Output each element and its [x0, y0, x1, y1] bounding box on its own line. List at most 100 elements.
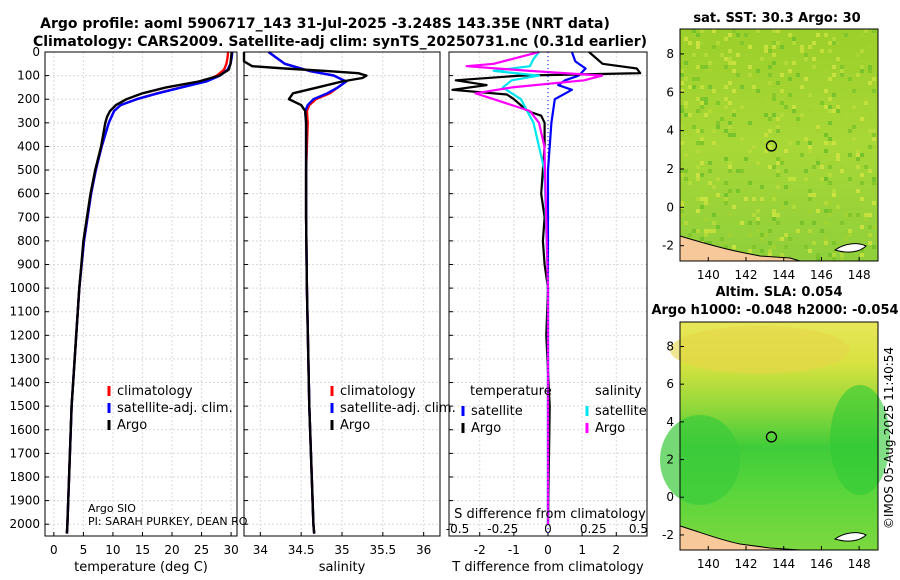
sst-texture-cell — [704, 65, 708, 69]
legend-label: satellite — [471, 404, 523, 419]
sst-texture-cell — [780, 253, 784, 257]
sst-texture-cell — [748, 221, 752, 225]
sst-texture-cell — [712, 213, 716, 217]
sst-texture-cell — [824, 133, 828, 137]
sst-texture-cell — [824, 69, 828, 73]
sst-texture-cell — [872, 145, 876, 149]
sst-texture-cell — [832, 73, 836, 77]
sst-texture-cell — [684, 177, 688, 181]
sst-texture-cell — [728, 81, 732, 85]
sst-texture-cell — [724, 37, 728, 41]
sst-texture-cell — [792, 41, 796, 45]
sst-texture-cell — [776, 81, 780, 85]
sst-texture-cell — [744, 197, 748, 201]
sst-texture-cell — [700, 65, 704, 69]
map-y-tick-label: 8 — [666, 339, 674, 353]
sst-texture-cell — [784, 233, 788, 237]
credit-line-1: Argo SIO — [88, 502, 136, 515]
sst-texture-cell — [772, 97, 776, 101]
sst-texture-cell — [688, 233, 692, 237]
sst-texture-cell — [712, 89, 716, 93]
sst-texture-cell — [744, 157, 748, 161]
sst-texture-cell — [804, 169, 808, 173]
sst-texture-cell — [704, 29, 708, 33]
sst-texture-cell — [700, 85, 704, 89]
sst-texture-cell — [744, 53, 748, 57]
sst-texture-cell — [800, 49, 804, 53]
sst-texture-cell — [828, 213, 832, 217]
sst-texture-cell — [788, 141, 792, 145]
sst-texture-cell — [836, 105, 840, 109]
sst-texture-cell — [800, 221, 804, 225]
sst-texture-cell — [708, 161, 712, 165]
sst-texture-cell — [748, 149, 752, 153]
sst-texture-cell — [832, 141, 836, 145]
sst-texture-cell — [868, 241, 872, 245]
sst-texture-cell — [760, 233, 764, 237]
sst-texture-cell — [856, 157, 860, 161]
sst-texture-cell — [828, 141, 832, 145]
series-line-satellite-adj-clim- — [65, 51, 234, 534]
sst-texture-cell — [824, 177, 828, 181]
sst-texture-cell — [700, 237, 704, 241]
sst-texture-cell — [872, 129, 876, 133]
sst-texture-cell — [796, 141, 800, 145]
map-y-tick-label: -2 — [662, 528, 674, 542]
sst-texture-cell — [832, 193, 836, 197]
sst-texture-cell — [776, 221, 780, 225]
sst-texture-cell — [840, 117, 844, 121]
sst-texture-cell — [748, 249, 752, 253]
sst-texture-cell — [756, 221, 760, 225]
sst-texture-cell — [744, 81, 748, 85]
sst-texture-cell — [716, 225, 720, 229]
sst-texture-cell — [748, 121, 752, 125]
sla-map-panel: Altim. SLA: 0.054 Argo h1000: -0.048 h20… — [651, 285, 898, 571]
sst-texture-cell — [776, 29, 780, 33]
sst-texture-cell — [836, 205, 840, 209]
sst-texture-cell — [820, 101, 824, 105]
sst-texture-cell — [680, 161, 684, 165]
sst-texture-cell — [776, 121, 780, 125]
sst-texture-cell — [684, 129, 688, 133]
legend-title-temperature: temperature — [470, 384, 552, 399]
sst-texture-cell — [828, 137, 832, 141]
sst-texture-cell — [696, 41, 700, 45]
legend-label: Argo — [117, 418, 147, 433]
sst-texture-cell — [852, 137, 856, 141]
map-y-tick-label: 8 — [666, 47, 674, 61]
sst-texture-cell — [828, 97, 832, 101]
sst-texture-cell — [840, 253, 844, 257]
sst-texture-cell — [820, 49, 824, 53]
map-y-tick-label: 6 — [666, 85, 674, 99]
sst-texture-cell — [852, 125, 856, 129]
sst-texture-cell — [768, 85, 772, 89]
sst-texture-cell — [812, 41, 816, 45]
sst-texture-cell — [848, 129, 852, 133]
sst-texture-cell — [832, 41, 836, 45]
sst-texture-cell — [680, 213, 684, 217]
sst-texture-cell — [776, 157, 780, 161]
sst-texture-cell — [860, 153, 864, 157]
sst-texture-cell — [732, 69, 736, 73]
map-y-tick-label: 0 — [666, 200, 674, 214]
map-x-tick-label: 140 — [697, 557, 720, 571]
sst-texture-cell — [716, 177, 720, 181]
sst-texture-cell — [812, 89, 816, 93]
sst-texture-cell — [860, 253, 864, 257]
sst-texture-cell — [860, 173, 864, 177]
sst-texture-cell — [864, 81, 868, 85]
y-tick-label: 1200 — [9, 328, 40, 342]
top-tick-label: 0.25 — [580, 522, 607, 536]
y-tick-label: 700 — [17, 210, 40, 224]
sst-texture-cell — [816, 253, 820, 257]
x-tick-label: 35 — [334, 543, 349, 557]
sst-texture-cell — [788, 93, 792, 97]
sst-texture-cell — [804, 137, 808, 141]
sst-texture-cell — [764, 149, 768, 153]
sst-texture-cell — [696, 65, 700, 69]
sst-texture-cell — [788, 189, 792, 193]
sst-texture-cell — [756, 217, 760, 221]
sst-texture-cell — [704, 101, 708, 105]
sst-texture-cell — [828, 161, 832, 165]
sst-texture-cell — [768, 81, 772, 85]
